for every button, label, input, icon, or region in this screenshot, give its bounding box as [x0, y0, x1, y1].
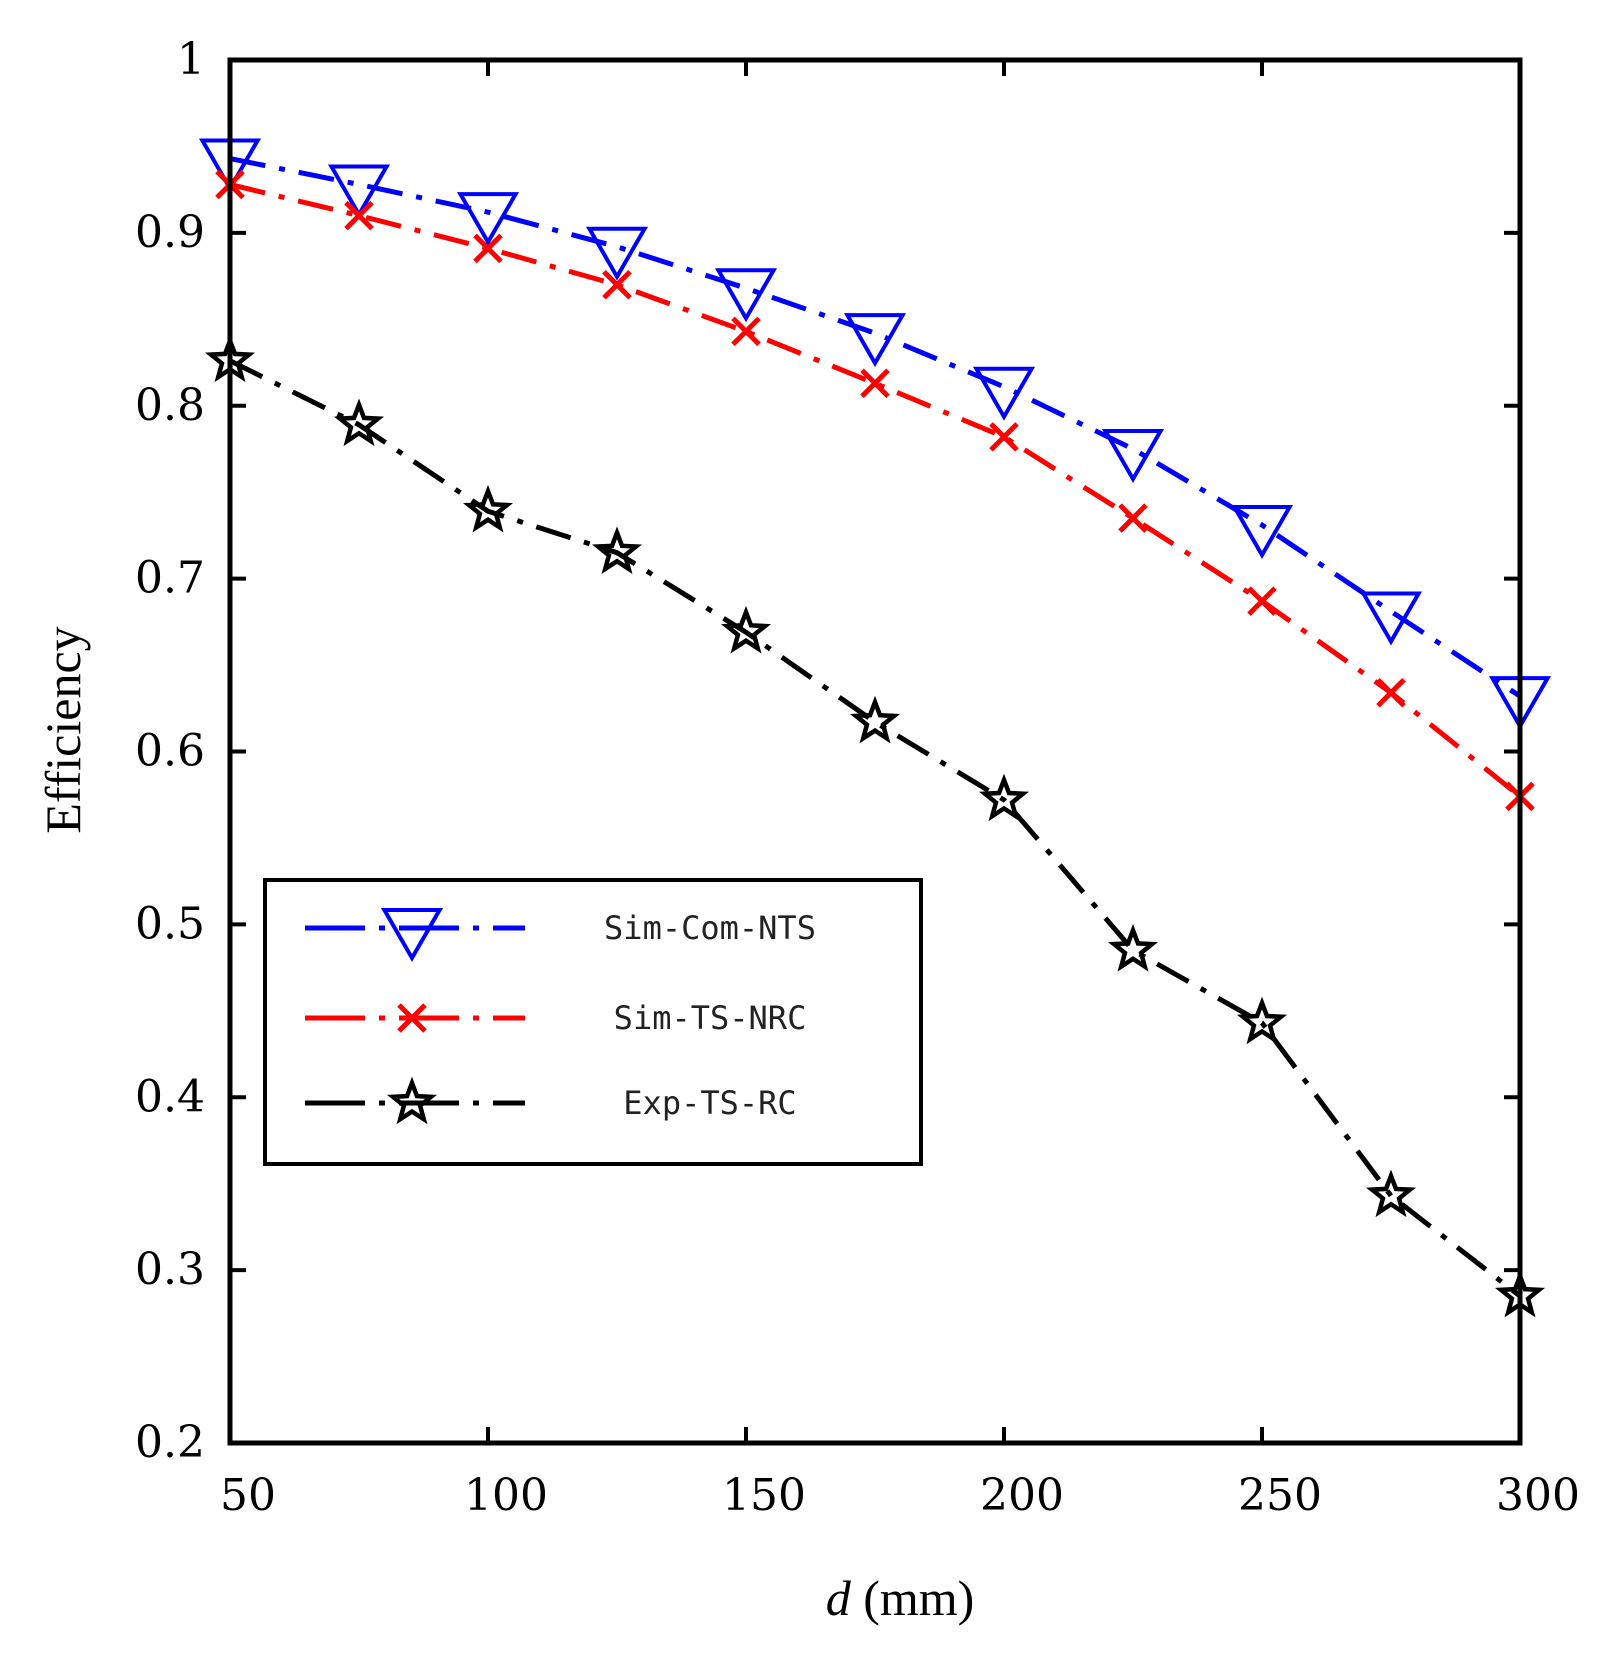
data-point: [462, 484, 514, 533]
data-point: [849, 695, 901, 744]
series-layer: [198, 138, 1552, 1318]
data-point: [843, 313, 907, 368]
data-point: [473, 233, 503, 264]
y-tick-label: 0.5: [135, 898, 205, 949]
x-tick-label: 200: [980, 1470, 1064, 1521]
series-exp-ts-rc: [204, 334, 1546, 1318]
data-point: [731, 316, 761, 347]
data-point: [1107, 923, 1159, 972]
data-point: [456, 192, 520, 247]
legend-label: Sim-TS-NRC: [614, 999, 807, 1037]
data-point: [1230, 505, 1294, 560]
legend-item: Exp-TS-RC: [305, 1076, 797, 1125]
data-point: [591, 526, 643, 574]
y-tick-label: 0.9: [135, 207, 205, 258]
x-tick-label: 250: [1238, 1470, 1322, 1521]
x-tick-label: 100: [464, 1470, 548, 1521]
data-point: [344, 200, 374, 231]
y-tick-label: 0.6: [135, 726, 205, 777]
series-line: [229, 156, 1522, 699]
legend: Sim-Com-NTS Sim-TS-NRC Exp-TS-RC: [263, 878, 923, 1166]
data-point: [333, 398, 385, 447]
legend-marker: [386, 1076, 438, 1125]
legend-box: [263, 878, 923, 1166]
y-tick-label: 0.3: [135, 1244, 205, 1295]
x-axis-label: d (mm): [826, 1570, 975, 1626]
x-tick-label: 150: [722, 1470, 806, 1521]
y-axis-label: Efficiency: [35, 626, 91, 833]
y-tick-label: 1: [177, 34, 205, 85]
series-line: [228, 358, 1522, 1299]
data-point: [989, 422, 1019, 452]
legend-marker: [380, 908, 444, 963]
series-sim-ts-nrc: [215, 169, 1535, 812]
data-point: [1118, 503, 1148, 533]
legend-label: Exp-TS-RC: [623, 1084, 796, 1122]
legend-label: Sim-Com-NTS: [604, 909, 816, 947]
legend-entries: Sim-Com-NTS Sim-TS-NRC Exp-TS-RC: [305, 908, 816, 1125]
data-point: [720, 605, 772, 654]
ticks-layer: 50 100 150 200 250 300 0.2 0.3 0.4 0.5 0.6 0.7 0.8 0.…: [135, 34, 1580, 1521]
data-point: [1359, 591, 1423, 646]
series-sim-com-nts: [198, 138, 1552, 731]
y-tick-label: 0.7: [135, 553, 205, 604]
legend-marker: [397, 1003, 427, 1033]
data-point: [602, 269, 632, 300]
data-point: [714, 268, 778, 323]
series-line: [229, 182, 1522, 799]
legend-item: Sim-Com-NTS: [305, 908, 816, 963]
data-point: [327, 164, 391, 219]
data-point: [1101, 428, 1165, 483]
data-point: [972, 366, 1036, 421]
plot-frame: [227, 57, 1523, 1446]
data-point: [1247, 586, 1277, 616]
data-point: [978, 773, 1030, 822]
x-tick-label: 50: [220, 1470, 276, 1521]
data-point: [585, 226, 649, 281]
x-axis-label-unit: (mm): [851, 1570, 975, 1626]
x-tick-label: 300: [1496, 1470, 1580, 1521]
legend-item: Sim-TS-NRC: [305, 999, 806, 1037]
y-tick-label: 0.4: [135, 1071, 205, 1122]
data-point: [1236, 996, 1288, 1045]
data-point: [1376, 677, 1406, 708]
data-point: [860, 368, 890, 399]
data-point: [1365, 1169, 1417, 1218]
y-tick-label: 0.2: [135, 1417, 205, 1468]
x-axis-label-variable: d: [826, 1570, 852, 1626]
y-tick-label: 0.8: [135, 380, 205, 431]
